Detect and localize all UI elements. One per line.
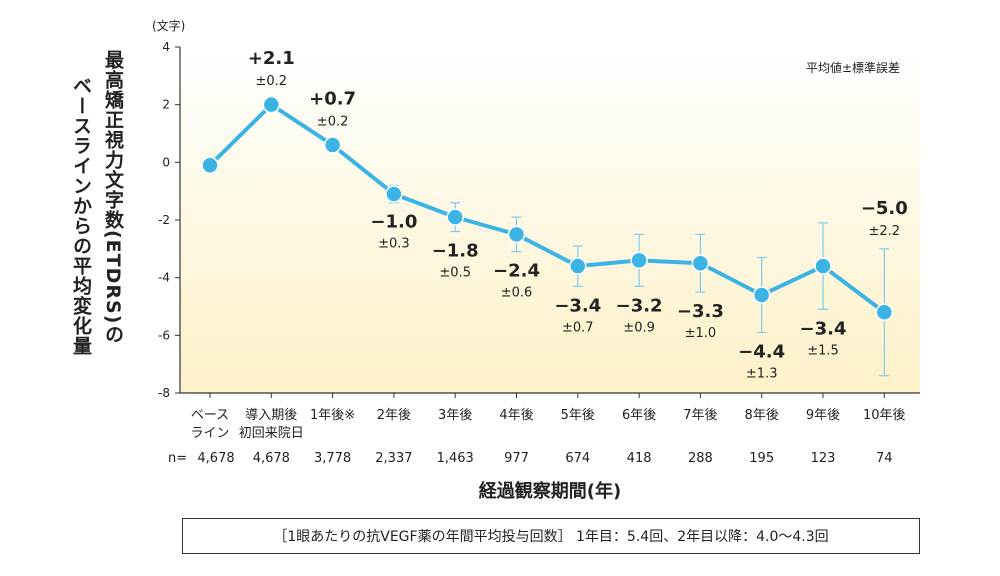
n-count: 195	[749, 451, 774, 466]
data-label: −3.2	[616, 295, 663, 316]
error-label: ±0.5	[439, 266, 471, 281]
data-label: −1.0	[370, 212, 417, 233]
y-tick-label: -6	[158, 328, 170, 342]
n-count: 4,678	[253, 451, 290, 466]
x-axis-title: 経過観察期間(年)	[479, 480, 621, 502]
error-label: ±0.2	[317, 114, 349, 129]
error-label: ±0.9	[623, 320, 655, 335]
y-tick-label: 0	[162, 155, 170, 169]
n-count-row: n= 4,678 4,678 3,778 2,337 1,463 977 674 418 288 1…	[168, 451, 893, 466]
x-tick-label: 4年後	[499, 408, 533, 423]
x-tick-label: ベース	[191, 408, 229, 423]
n-count: 418	[627, 451, 652, 466]
n-count: 74	[876, 451, 893, 466]
x-tick-label-line2: 初回来院日	[239, 426, 304, 441]
data-labels: +2.1 ±0.2 +0.7 ±0.2 −1.0 ±0.3 −1.8 ±0.5 −2.4 ±0.6…	[248, 48, 908, 382]
y-tick-label: -4	[158, 271, 170, 285]
y-tick-label: 4	[162, 40, 170, 54]
y-tick-label: 2	[162, 98, 170, 112]
axes: 4 2 0 -2 -4 -6 -8	[158, 40, 920, 400]
error-label: ±0.6	[501, 286, 533, 301]
y-tick-label: -2	[158, 213, 170, 227]
error-label: ±1.0	[685, 326, 717, 341]
x-tick-label: 1年後※	[310, 408, 355, 423]
data-point	[691, 254, 710, 272]
error-label: ±0.3	[378, 237, 410, 252]
n-count: 123	[811, 451, 836, 466]
n-prefix: n=	[168, 451, 187, 466]
x-tick-label: 5年後	[561, 408, 595, 423]
data-point	[446, 208, 464, 226]
x-tick-label: 3年後	[438, 408, 472, 423]
data-label: −1.8	[432, 241, 479, 262]
n-count: 1,463	[437, 451, 474, 466]
y-axis-title-line2: ベースラインからの平均変化量	[70, 76, 92, 356]
n-count: 674	[565, 451, 590, 466]
data-point	[752, 286, 771, 304]
y-unit-label: (文字)	[152, 18, 185, 33]
error-label: ±0.2	[256, 74, 288, 89]
data-label: −5.0	[861, 198, 908, 219]
n-count: 2,337	[375, 451, 412, 466]
x-tick-label: 10年後	[863, 408, 906, 423]
data-point	[814, 257, 832, 275]
footnote-box: ［1眼あたりの抗VEGF薬の年間平均投与回数］ 1年目：5.4回、2年目以降：4…	[182, 518, 920, 554]
data-label: +2.1	[248, 48, 295, 69]
y-axis-title-line1: 最高矯正視力文字数(ETDRS)の	[102, 50, 124, 345]
data-label: −3.4	[800, 318, 847, 339]
data-label: −2.4	[493, 261, 540, 282]
error-label: ±2.2	[869, 224, 901, 239]
n-count: 977	[504, 451, 529, 466]
data-point	[569, 257, 587, 275]
data-point	[385, 185, 403, 203]
error-label: ±0.7	[562, 320, 594, 335]
x-tick-label: 導入期後	[245, 408, 297, 423]
x-tick-label: 2年後	[377, 408, 411, 423]
x-tick-label: 6年後	[622, 408, 656, 423]
legend-note: 平均値±標準誤差	[806, 60, 900, 75]
data-point	[323, 136, 342, 154]
data-markers	[201, 95, 894, 322]
error-label: ±1.3	[746, 366, 778, 381]
data-label: +0.7	[309, 88, 356, 109]
n-count: 288	[688, 451, 713, 466]
plot-background	[180, 47, 920, 393]
data-label: −4.4	[738, 341, 785, 362]
data-point	[875, 303, 894, 322]
n-count: 4,678	[197, 451, 234, 466]
data-point	[507, 225, 526, 244]
data-label: −3.4	[554, 295, 601, 316]
x-tick-label: 7年後	[683, 408, 717, 423]
y-axis-title: 最高矯正視力文字数(ETDRS)の ベースラインからの平均変化量	[62, 46, 140, 376]
data-point	[262, 95, 281, 114]
y-tick-label: -8	[158, 386, 170, 400]
x-tick-label-line2: ライン	[190, 426, 229, 441]
data-point	[630, 251, 648, 270]
data-label: −3.3	[677, 301, 724, 322]
x-tick-label: 9年後	[806, 408, 840, 423]
x-tick-label: 8年後	[745, 408, 779, 423]
series-line	[208, 102, 886, 314]
data-point	[201, 156, 219, 174]
n-count: 3,778	[314, 451, 351, 466]
error-label: ±1.5	[807, 343, 839, 358]
